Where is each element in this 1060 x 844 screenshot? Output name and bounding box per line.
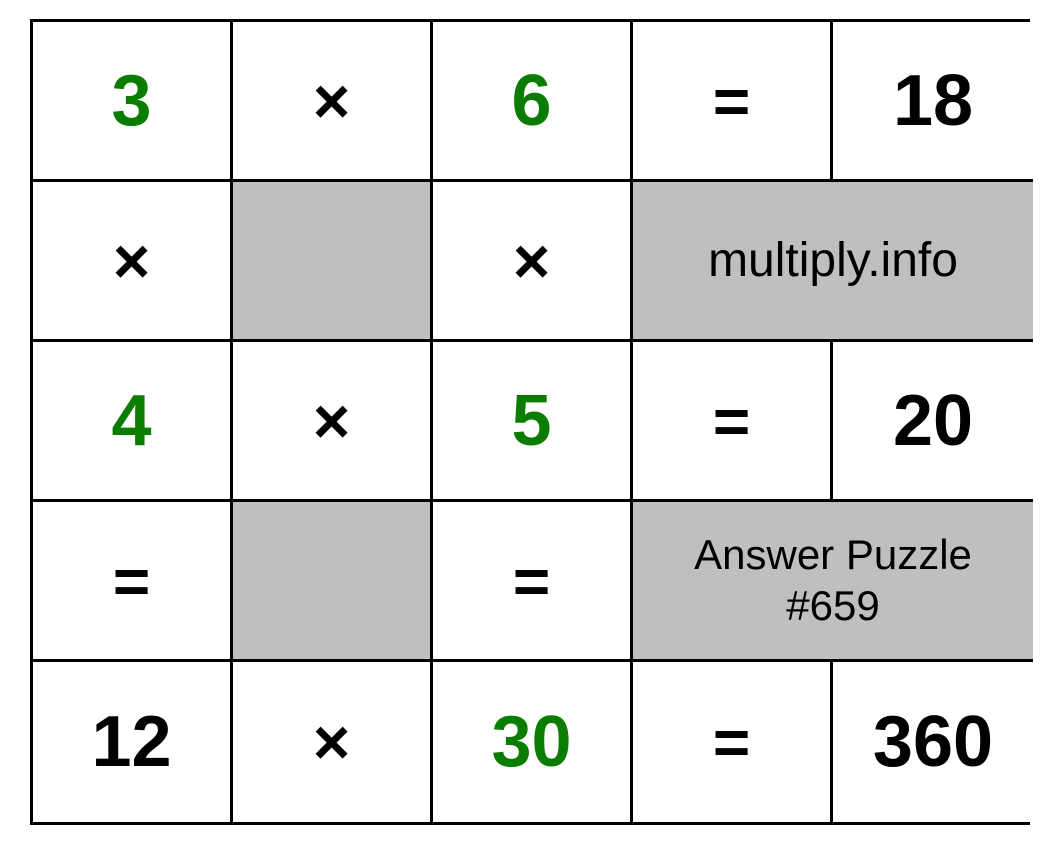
cell-r4c3: = <box>433 502 633 659</box>
cell-r2-merged-info: multiply.info <box>633 182 1033 339</box>
website-label: multiply.info <box>708 232 958 290</box>
puzzle-row-3: 4 × 5 = 20 <box>33 342 1033 502</box>
cell-r5c2: × <box>233 662 433 822</box>
cell-r3c3: 5 <box>433 342 633 499</box>
cell-r3c5: 20 <box>833 342 1033 499</box>
equals-operator: = <box>513 544 550 618</box>
cell-r3c2: × <box>233 342 433 499</box>
puzzle-row-1: 3 × 6 = 18 <box>33 22 1033 182</box>
cell-r1c2: × <box>233 22 433 179</box>
puzzle-row-4: = = Answer Puzzle #659 <box>33 502 1033 662</box>
result: 20 <box>893 380 973 462</box>
puzzle-title-line1: Answer Puzzle <box>694 530 972 580</box>
multiply-operator: × <box>313 705 350 779</box>
result: 12 <box>91 701 171 783</box>
result: 18 <box>893 60 973 142</box>
cell-r3c4: = <box>633 342 833 499</box>
multiply-operator: × <box>513 224 550 298</box>
cell-r5c5: 360 <box>833 662 1033 822</box>
cell-r2c1: × <box>33 182 233 339</box>
puzzle-title-line2: #659 <box>694 581 972 631</box>
puzzle-title-label: Answer Puzzle #659 <box>694 530 972 631</box>
operand: 30 <box>491 701 571 783</box>
cell-r5c3: 30 <box>433 662 633 822</box>
cell-r5c4: = <box>633 662 833 822</box>
equals-operator: = <box>113 544 150 618</box>
cell-r1c4: = <box>633 22 833 179</box>
cell-r4-merged-info: Answer Puzzle #659 <box>633 502 1033 659</box>
operand: 4 <box>111 380 151 462</box>
multiply-operator: × <box>313 384 350 458</box>
multiply-operator: × <box>113 224 150 298</box>
cell-r4c1: = <box>33 502 233 659</box>
operand: 5 <box>511 380 551 462</box>
equals-operator: = <box>713 64 750 138</box>
cell-r1c3: 6 <box>433 22 633 179</box>
cell-r2c3: × <box>433 182 633 339</box>
cell-r1c5: 18 <box>833 22 1033 179</box>
cell-r4c2-grey <box>233 502 433 659</box>
puzzle-row-2: × × multiply.info <box>33 182 1033 342</box>
multiply-operator: × <box>313 64 350 138</box>
result: 360 <box>873 701 993 783</box>
cell-r3c1: 4 <box>33 342 233 499</box>
cell-r2c2-grey <box>233 182 433 339</box>
operand: 6 <box>511 60 551 142</box>
cell-r1c1: 3 <box>33 22 233 179</box>
equals-operator: = <box>713 384 750 458</box>
multiplication-puzzle-grid: 3 × 6 = 18 × × multiply.info 4 <box>30 19 1030 825</box>
operand: 3 <box>111 60 151 142</box>
equals-operator: = <box>713 705 750 779</box>
cell-r5c1: 12 <box>33 662 233 822</box>
puzzle-row-5: 12 × 30 = 360 <box>33 662 1033 822</box>
